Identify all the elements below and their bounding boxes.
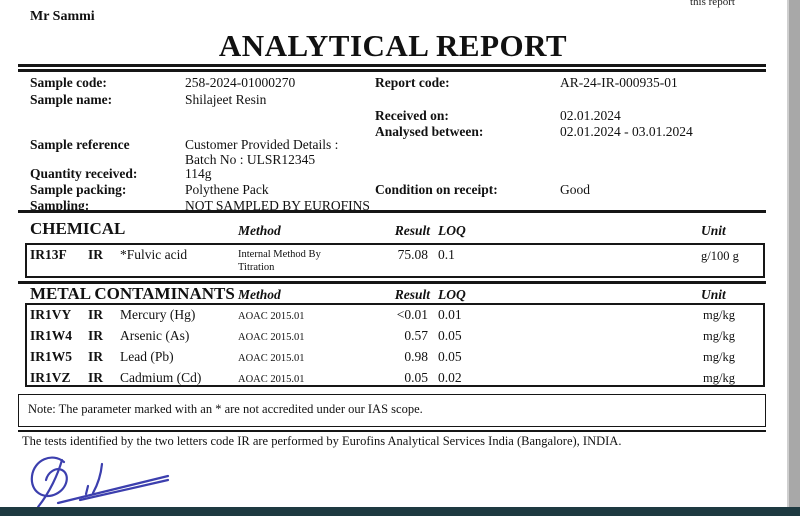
row-lab: IR (88, 349, 104, 364)
section-divider (18, 281, 766, 284)
row-unit: mg/kg (703, 371, 735, 385)
sampling-value: NOT SAMPLED BY EUROFINS (185, 198, 370, 213)
row-unit: mg/kg (703, 350, 735, 364)
sample-packing-label: Sample packing: (30, 182, 127, 197)
row-lab: IR (88, 370, 104, 385)
chemical-col-method: Method (238, 223, 281, 238)
row-parameter: *Fulvic acid (120, 247, 188, 262)
footer-note: The tests identified by the two letters … (22, 434, 622, 448)
section-chemical-title: CHEMICAL (30, 219, 126, 238)
sample-name-value: Shilajeet Resin (185, 92, 267, 107)
note-box (18, 394, 766, 427)
quantity-received-value: 114g (185, 166, 212, 181)
metals-col-unit: Unit (701, 287, 726, 302)
row-method: AOAC 2015.01 (238, 311, 305, 322)
footer-divider (18, 430, 766, 432)
sample-reference-batch: Batch No : ULSR12345 (185, 152, 316, 167)
chemical-table-box (25, 243, 765, 278)
sample-code-value: 258-2024-01000270 (185, 75, 296, 90)
row-lab: IR (88, 307, 104, 322)
row-method: AOAC 2015.01 (238, 332, 305, 343)
row-result: 0.05 (404, 370, 428, 385)
analysed-between-label: Analysed between: (375, 124, 484, 139)
sample-packing-value: Polythene Pack (185, 182, 269, 197)
row-result: <0.01 (396, 307, 428, 322)
row-loq: 0.01 (438, 307, 462, 322)
row-result: 75.08 (397, 247, 428, 262)
sample-name-label: Sample name: (30, 92, 113, 107)
row-code: IR1VY (30, 307, 72, 322)
report-code-label: Report code: (375, 75, 450, 90)
row-unit: mg/kg (703, 308, 735, 322)
page-title: ANALYTICAL REPORT (218, 28, 568, 63)
sample-reference-value: Customer Provided Details : (185, 137, 339, 152)
chemical-col-unit: Unit (701, 223, 726, 238)
row-parameter: Cadmium (Cd) (120, 370, 202, 385)
row-unit: mg/kg (703, 329, 735, 343)
bottom-bar (0, 507, 800, 516)
row-method: AOAC 2015.01 (238, 374, 305, 385)
section-metals-title: METAL CONTAMINANTS (30, 284, 235, 303)
row-lab: IR (88, 328, 104, 343)
row-parameter: Lead (Pb) (120, 349, 174, 364)
row-code: IR1VZ (30, 370, 71, 385)
row-loq: 0.02 (438, 370, 462, 385)
report-code-value: AR-24-IR-000935-01 (560, 75, 678, 90)
row-loq: 0.05 (438, 349, 462, 364)
analysed-between-value: 02.01.2024 - 03.01.2024 (560, 124, 693, 139)
condition-on-receipt-label: Condition on receipt: (375, 182, 498, 197)
condition-on-receipt-value: Good (560, 182, 590, 197)
row-parameter: Mercury (Hg) (120, 307, 196, 322)
row-unit: g/100 g (701, 249, 739, 263)
row-method: Internal Method By Titration (238, 249, 321, 273)
chemical-col-result: Result (394, 223, 430, 238)
addressee-name: Mr Sammi (30, 9, 95, 24)
row-method: AOAC 2015.01 (238, 353, 305, 364)
title-divider (18, 64, 766, 72)
row-code: IR1W4 (30, 328, 73, 343)
handwritten-signature (30, 456, 170, 509)
received-on-value: 02.01.2024 (560, 108, 621, 123)
sample-reference-label: Sample reference (30, 137, 130, 152)
metals-table-box (25, 303, 765, 387)
metals-col-loq: LOQ (438, 287, 466, 302)
chemical-col-loq: LOQ (438, 223, 466, 238)
row-loq: 0.1 (438, 247, 455, 262)
sampling-label: Sampling: (30, 198, 90, 213)
results-top-divider (18, 210, 766, 213)
metals-col-method: Method (238, 287, 281, 302)
sample-code-label: Sample code: (30, 75, 107, 90)
received-on-label: Received on: (375, 108, 449, 123)
cropped-top-text: this report (690, 0, 735, 8)
row-result: 0.57 (404, 328, 428, 343)
row-code: IR1W5 (30, 349, 73, 364)
row-result: 0.98 (404, 349, 428, 364)
note-text: Note: The parameter marked with an * are… (28, 402, 423, 416)
row-code: IR13F (30, 247, 67, 262)
row-loq: 0.05 (438, 328, 462, 343)
metals-col-result: Result (394, 287, 430, 302)
row-parameter: Arsenic (As) (120, 328, 190, 343)
page-edge-strip (787, 0, 800, 508)
row-lab: IR (88, 247, 104, 262)
quantity-received-label: Quantity received: (30, 166, 138, 181)
